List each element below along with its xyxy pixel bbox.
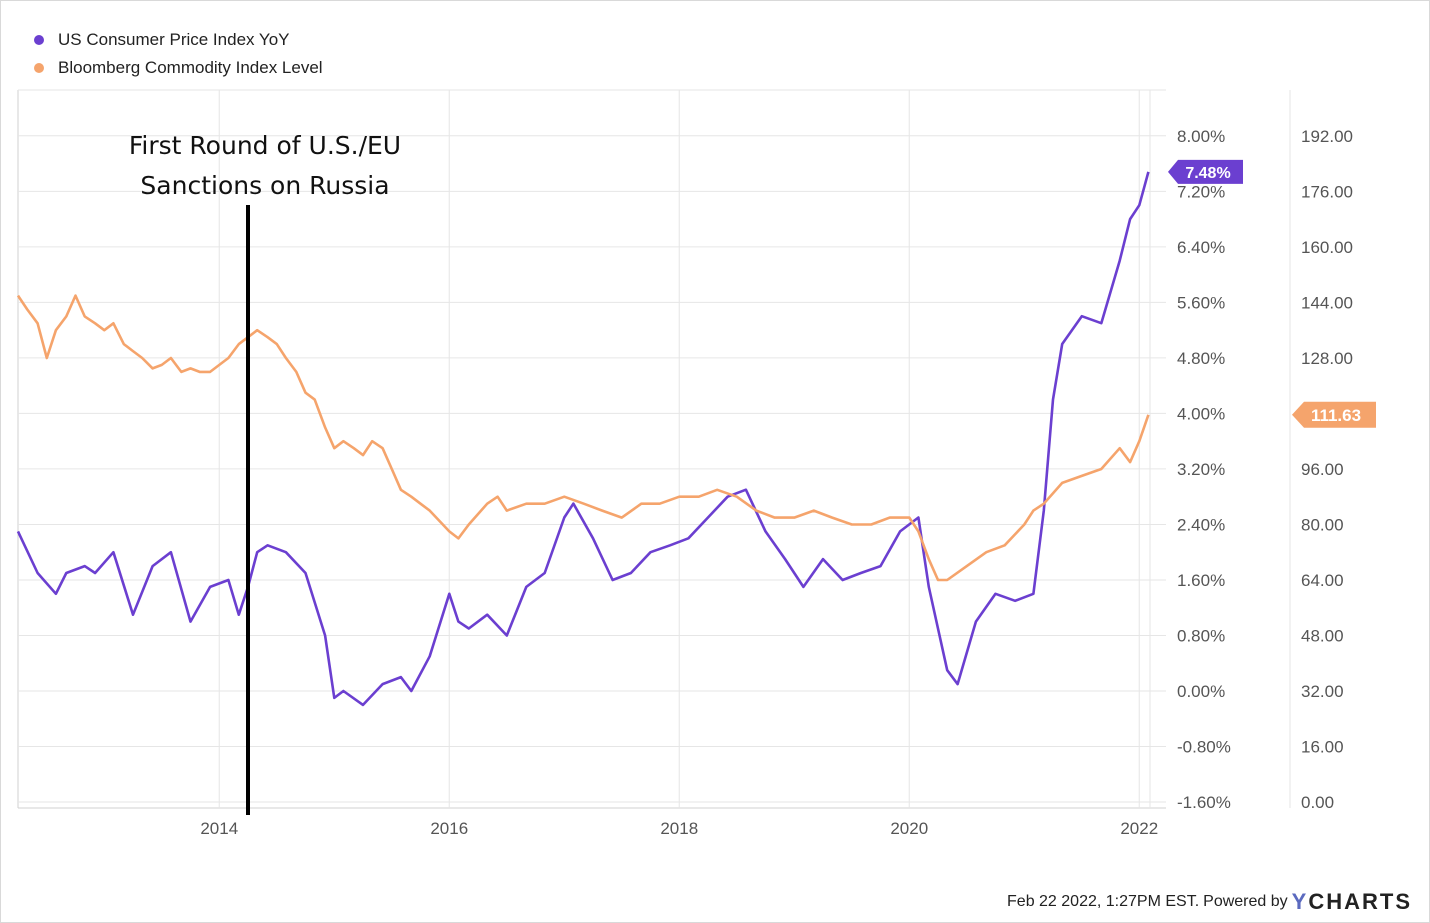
y-left-tick-label: 3.20% (1177, 460, 1225, 479)
y-left-tick-label: 4.80% (1177, 349, 1225, 368)
y-right-tick-label: 16.00 (1301, 737, 1344, 756)
footer-timestamp: Feb 22 2022, 1:27PM EST. (1007, 893, 1200, 910)
x-tick-label: 2016 (430, 819, 468, 838)
y-left-tick-label: -1.60% (1177, 793, 1231, 812)
footer-powered-by: Powered by (1203, 893, 1288, 910)
legend-item-bcom[interactable]: Bloomberg Commodity Index Level (34, 54, 323, 82)
y-right-tick-label: 144.00 (1301, 293, 1353, 312)
y-right-tick-label: 128.00 (1301, 349, 1353, 368)
x-tick-label: 2022 (1120, 819, 1158, 838)
y-right-tick-label: 0.00 (1301, 793, 1334, 812)
sanctions-annotation: First Round of U.S./EU Sanctions on Russ… (110, 126, 420, 206)
annotation-line-2: Sanctions on Russia (140, 171, 390, 200)
y-right-tick-label: 160.00 (1301, 238, 1353, 257)
y-right-tick-label: 64.00 (1301, 571, 1344, 590)
ycharts-logo-y: Y (1291, 889, 1309, 914)
end-label-layer: 7.48% 111.63 (1168, 159, 1376, 428)
cpi-series-line (16, 171, 1150, 707)
y-right-tick-label: 48.00 (1301, 626, 1344, 645)
y-left-tick-label: 2.40% (1177, 515, 1225, 534)
ycharts-logo[interactable]: YCHARTS (1292, 889, 1412, 915)
bcom-end-label-bg (1292, 401, 1376, 428)
y-right-tick-label: 176.00 (1301, 182, 1353, 201)
x-tick-label: 2014 (200, 819, 238, 838)
y-left-tick-label: 0.00% (1177, 682, 1225, 701)
series-layer (16, 171, 1150, 815)
legend-dot-bcom (34, 63, 44, 73)
y-left-tick-label: 7.20% (1177, 182, 1225, 201)
legend-label-bcom: Bloomberg Commodity Index Level (58, 58, 323, 77)
bcom-series-line (16, 294, 1150, 582)
y-left-tick-label: -0.80% (1177, 738, 1231, 757)
legend: US Consumer Price Index YoY Bloomberg Co… (34, 26, 323, 82)
y-left-tick-label: 0.80% (1177, 626, 1225, 645)
grid-layer (17, 89, 1291, 809)
footer: Feb 22 2022, 1:27PM EST. Powered by YCHA… (1007, 889, 1412, 915)
x-tick-label: 2018 (660, 819, 698, 838)
annotation-line-1: First Round of U.S./EU (128, 131, 402, 160)
ycharts-logo-rest: CHARTS (1308, 889, 1412, 914)
y-right-tick-label: 32.00 (1301, 682, 1344, 701)
y-left-tick-label: 4.00% (1177, 404, 1225, 423)
legend-item-cpi[interactable]: US Consumer Price Index YoY (34, 26, 323, 54)
axis-layer: 8.00% 7.20% 6.40% 5.60% 4.80% 4.00% 3.20% 2.40%… (200, 127, 1353, 838)
y-left-tick-label: 8.00% (1177, 127, 1225, 146)
legend-label-cpi: US Consumer Price Index YoY (58, 30, 290, 49)
y-left-tick-label: 1.60% (1177, 571, 1225, 590)
y-right-tick-label: 96.00 (1301, 460, 1344, 479)
cpi-end-label: 7.48% (1185, 165, 1230, 182)
legend-dot-cpi (34, 35, 44, 45)
bcom-end-label: 111.63 (1311, 406, 1361, 425)
y-right-tick-label: 80.00 (1301, 515, 1344, 534)
y-left-tick-label: 6.40% (1177, 238, 1225, 257)
x-tick-label: 2020 (890, 819, 928, 838)
y-right-tick-label: 192.00 (1301, 127, 1353, 146)
y-left-tick-label: 5.60% (1177, 293, 1225, 312)
cpi-end-label-bg (1168, 159, 1243, 184)
